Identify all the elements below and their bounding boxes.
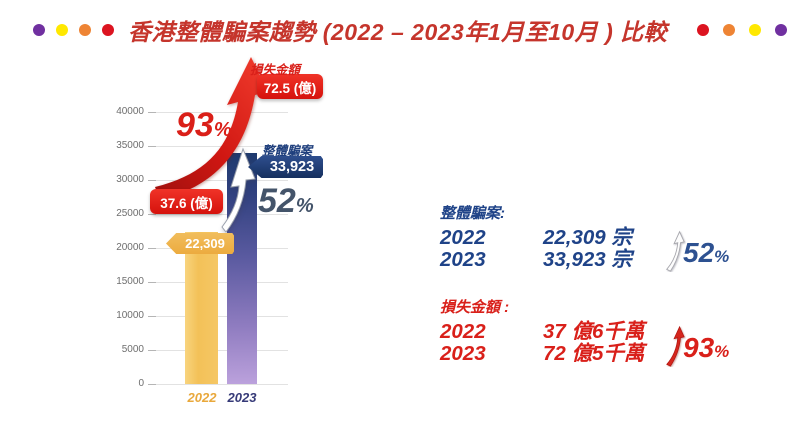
loss-growth-percent: 93% (176, 106, 232, 144)
bar-2022-cases (185, 232, 218, 384)
y-tick-label: 0 (138, 378, 144, 389)
gridline (148, 214, 288, 215)
summary-cases-heading: 整體騙案: (440, 205, 505, 222)
gridline (148, 384, 288, 385)
up-arrow-icon (666, 325, 685, 367)
summary-cases-row-2022: 2022 22,309 宗 (440, 226, 632, 249)
dot-purple-icon (33, 24, 45, 36)
y-tick-label: 20000 (116, 242, 144, 253)
loss-badge-2022: 37.6 (億) (150, 189, 223, 214)
gridline (148, 282, 288, 283)
loss-badge-2023: 72.5 (億) (257, 74, 323, 99)
y-tick-label: 30000 (116, 174, 144, 185)
header-dots-left (33, 24, 114, 36)
summary-loss: 損失金額 : 2022 37 億6千萬 2023 72 億5千萬 (440, 296, 644, 365)
dot-red-icon (102, 24, 114, 36)
dot-yellow-icon (56, 24, 68, 36)
bar-2023-cases (227, 153, 257, 384)
summary-cases-row-2023: 2023 33,923 宗 (440, 248, 632, 271)
gridline (148, 316, 288, 317)
value-tag-2023: 33,923 (248, 156, 323, 178)
y-tick-label: 25000 (116, 208, 144, 219)
header-dots-right (697, 24, 787, 36)
y-tick-label: 35000 (116, 140, 144, 151)
cases-growth-percent: 52% (258, 182, 314, 220)
x-label-2023: 2023 (227, 390, 257, 405)
loss-series-label: 損失金額 (250, 63, 301, 77)
up-arrow-icon (666, 230, 685, 272)
summary-loss-row-2022: 2022 37 億6千萬 (440, 320, 645, 343)
dot-purple-icon (775, 24, 787, 36)
dot-orange-icon (723, 24, 735, 36)
x-label-2022: 2022 (187, 390, 217, 405)
summary-cases-growth: 52% (664, 230, 729, 272)
page-title: 香港整體騙案趨勢 (2022 – 2023年1月至10月 ) 比較 (127, 19, 668, 45)
cases-series-label: 整體騙案 (262, 144, 313, 158)
y-tick-label: 10000 (116, 310, 144, 321)
gridline (148, 180, 288, 181)
dot-red-icon (697, 24, 709, 36)
y-tick-label: 5000 (121, 344, 144, 355)
dot-orange-icon (79, 24, 91, 36)
gridline (148, 350, 288, 351)
value-tag-2022: 22,309 (166, 233, 234, 254)
summary-loss-heading: 損失金額 : (440, 299, 510, 316)
summary-loss-row-2023: 2023 72 億5千萬 (440, 342, 645, 365)
y-tick-label: 15000 (116, 276, 144, 287)
y-tick-label: 40000 (116, 106, 144, 117)
dot-yellow-icon (749, 24, 761, 36)
summary-loss-growth: 93% (664, 325, 729, 367)
summary-cases: 整體騙案: 2022 22,309 宗 2023 33,923 宗 (440, 202, 632, 271)
